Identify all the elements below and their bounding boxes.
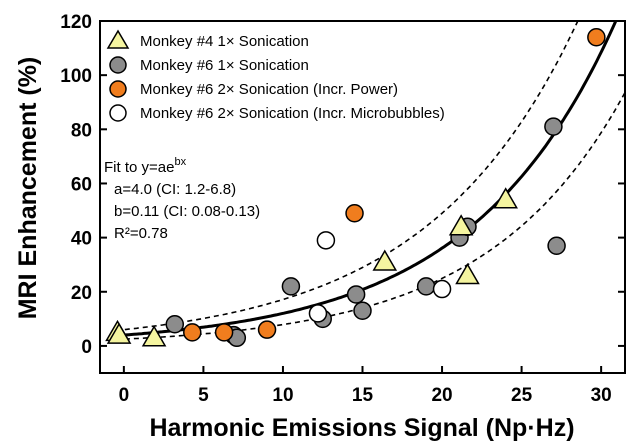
legend-label-monkey6-2x-power: Monkey #6 2× Sonication (Incr. Power) <box>140 81 398 98</box>
y-tick-label: 0 <box>81 337 92 358</box>
circle-marker <box>308 304 328 323</box>
circle-marker <box>416 277 436 296</box>
fit-equation-exponent: bx <box>174 156 186 168</box>
triangle-marker <box>372 249 398 271</box>
circle-marker <box>353 301 372 320</box>
legend-marker-monkey6-2x-power <box>109 80 127 98</box>
y-axis-label: MRI Enhancement (%) <box>14 57 42 320</box>
x-tick-label: 10 <box>272 385 293 406</box>
legend-marker-monkey4-1x <box>106 29 130 49</box>
x-tick-label: 25 <box>511 385 533 406</box>
x-tick-label: 20 <box>431 385 452 406</box>
fit-curves <box>115 21 625 341</box>
circle-marker <box>316 231 336 250</box>
x-tick-label: 5 <box>198 385 209 406</box>
legend-label-monkey6-1x: Monkey #6 1× Sonication <box>140 57 309 74</box>
y-tick-label: 40 <box>71 229 92 250</box>
fit-param-a: a=4.0 (CI: 1.2-6.8) <box>114 181 236 198</box>
triangle-marker <box>141 325 167 347</box>
y-tick-label: 80 <box>71 120 92 141</box>
legend-label-monkey4-1x: Monkey #4 1× Sonication <box>140 33 309 50</box>
triangle-marker <box>493 187 518 209</box>
circle-marker <box>257 320 277 339</box>
circle-marker <box>345 203 364 223</box>
x-axis-label: Harmonic Emissions Signal (Np·Hz) <box>149 414 574 442</box>
data-markers <box>105 27 606 348</box>
triangle-marker <box>455 263 480 285</box>
y-tick-label: 100 <box>60 66 92 87</box>
legend: Monkey #4 1× Sonication Monkey #6 1× Son… <box>106 29 445 122</box>
x-tick-label: 0 <box>119 385 130 406</box>
x-tick-label: 30 <box>591 385 612 406</box>
fit-r-squared: R²=0.78 <box>114 225 168 242</box>
x-tick-label: 15 <box>352 385 374 406</box>
circle-marker <box>165 315 185 334</box>
circle-marker <box>547 236 566 255</box>
circle-marker <box>346 285 366 304</box>
y-tick-label: 120 <box>60 12 92 33</box>
legend-label-monkey6-2x-microbubbles: Monkey #6 2× Sonication (Incr. Microbubb… <box>140 105 445 122</box>
circle-marker <box>214 323 234 342</box>
fit-ci-lower-curve <box>115 90 625 341</box>
y-axis-ticks: 0 20 40 60 80 100 120 <box>60 12 625 358</box>
circle-marker <box>183 323 202 342</box>
fit-equation: Fit to y=aebx <box>104 156 187 176</box>
triangle-marker <box>106 322 132 344</box>
circle-marker <box>587 27 606 47</box>
y-tick-label: 20 <box>71 283 92 304</box>
circle-marker <box>544 117 563 136</box>
fit-curve <box>115 21 618 338</box>
legend-marker-monkey6-1x <box>109 56 127 74</box>
y-tick-label: 60 <box>71 174 92 195</box>
fit-annotation: Fit to y=aebx a=4.0 (CI: 1.2-6.8) b=0.11… <box>104 156 260 242</box>
triangle-marker <box>448 214 474 236</box>
fit-equation-base: Fit to y=ae <box>104 159 174 176</box>
legend-marker-monkey6-2x-microbubbles <box>109 104 127 122</box>
fit-param-b: b=0.11 (CI: 0.08-0.13) <box>114 203 260 220</box>
x-axis-ticks: 0 5 10 15 20 25 30 <box>119 366 612 406</box>
circle-marker <box>432 279 452 299</box>
circle-marker <box>281 277 301 296</box>
